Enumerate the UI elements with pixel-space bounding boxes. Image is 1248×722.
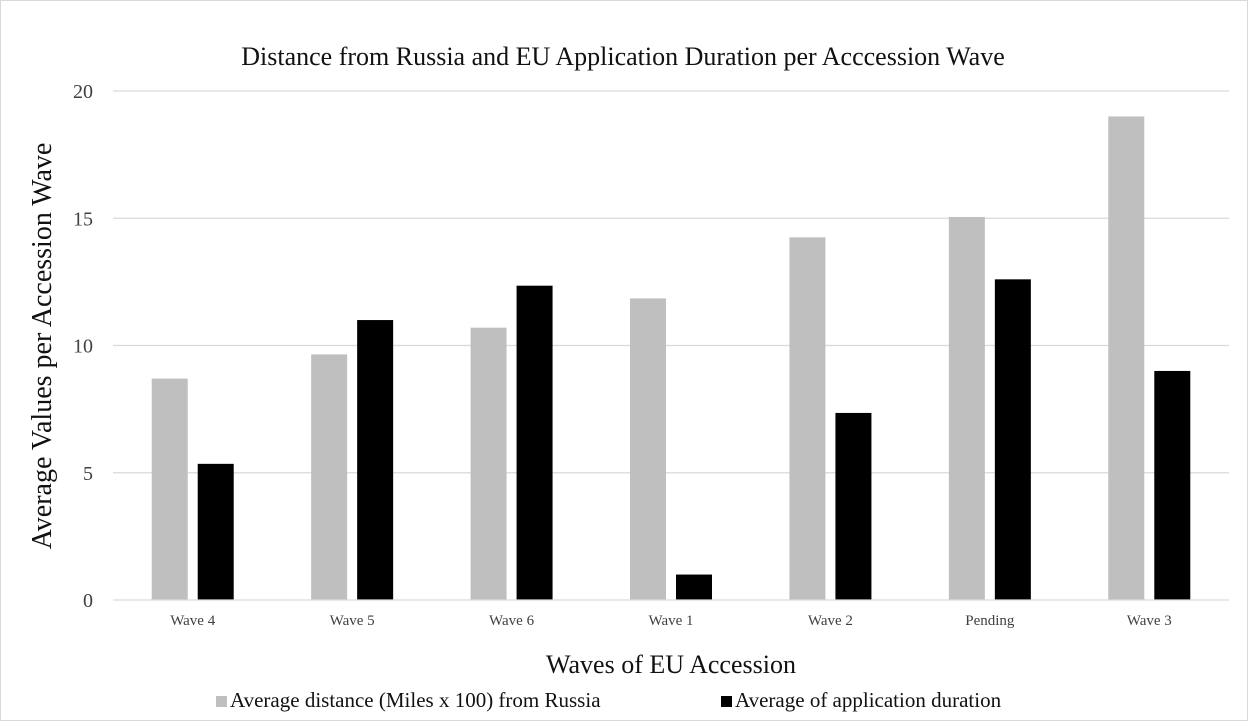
bar-application-duration-wave-5	[357, 320, 394, 600]
bar-application-duration-wave-2	[835, 412, 872, 600]
bar-distance-wave-3	[1108, 116, 1145, 600]
bar-distance-wave-4	[151, 378, 188, 600]
x-tick-label-wave-1: Wave 1	[648, 613, 693, 629]
bars	[151, 116, 1191, 601]
bar-application-duration-wave-6	[516, 285, 553, 600]
y-tick-label-20: 20	[73, 81, 93, 103]
chart-title: Distance from Russia and EU Application …	[241, 42, 1005, 71]
legend-swatch-distance	[216, 696, 227, 707]
x-tick-label-wave-3: Wave 3	[1127, 613, 1172, 629]
bar-distance-wave-5	[311, 354, 348, 600]
y-axis-tick-labels: 0 5 10 15 20	[73, 81, 93, 612]
y-tick-label-15: 15	[73, 208, 93, 230]
x-tick-label-wave-4: Wave 4	[170, 613, 216, 629]
x-tick-label-pending: Pending	[965, 613, 1015, 629]
x-axis-title: Waves of EU Accession	[546, 650, 796, 679]
bar-distance-pending	[948, 216, 985, 601]
x-tick-label-wave-6: Wave 6	[489, 613, 535, 629]
gridlines	[113, 90, 1229, 474]
bar-distance-wave-2	[789, 237, 826, 600]
x-tick-label-wave-5: Wave 5	[330, 613, 375, 629]
bar-distance-wave-6	[470, 327, 507, 600]
x-tick-label-wave-2: Wave 2	[808, 613, 853, 629]
y-axis-title: Average Values per Accession Wave	[27, 143, 58, 550]
y-tick-label-5: 5	[83, 463, 93, 485]
bar-application-duration-wave-1	[676, 574, 712, 600]
y-tick-label-0: 0	[83, 590, 93, 612]
bar-distance-wave-1	[630, 298, 666, 600]
y-tick-label-10: 10	[73, 336, 93, 358]
legend: Average distance (Miles x 100) from Russ…	[216, 688, 1002, 712]
legend-label-distance: Average distance (Miles x 100) from Russ…	[230, 688, 601, 712]
bar-application-duration-pending	[994, 279, 1031, 600]
x-axis-tick-labels: Wave 4 Wave 5 Wave 6 Wave 1 Wave 2 Pending Wav…	[170, 613, 1172, 629]
bar-application-duration-wave-3	[1154, 370, 1191, 600]
bar-application-duration-wave-4	[197, 463, 234, 600]
legend-label-application-duration: Average of application duration	[735, 688, 1002, 712]
legend-swatch-application-duration	[721, 696, 732, 707]
